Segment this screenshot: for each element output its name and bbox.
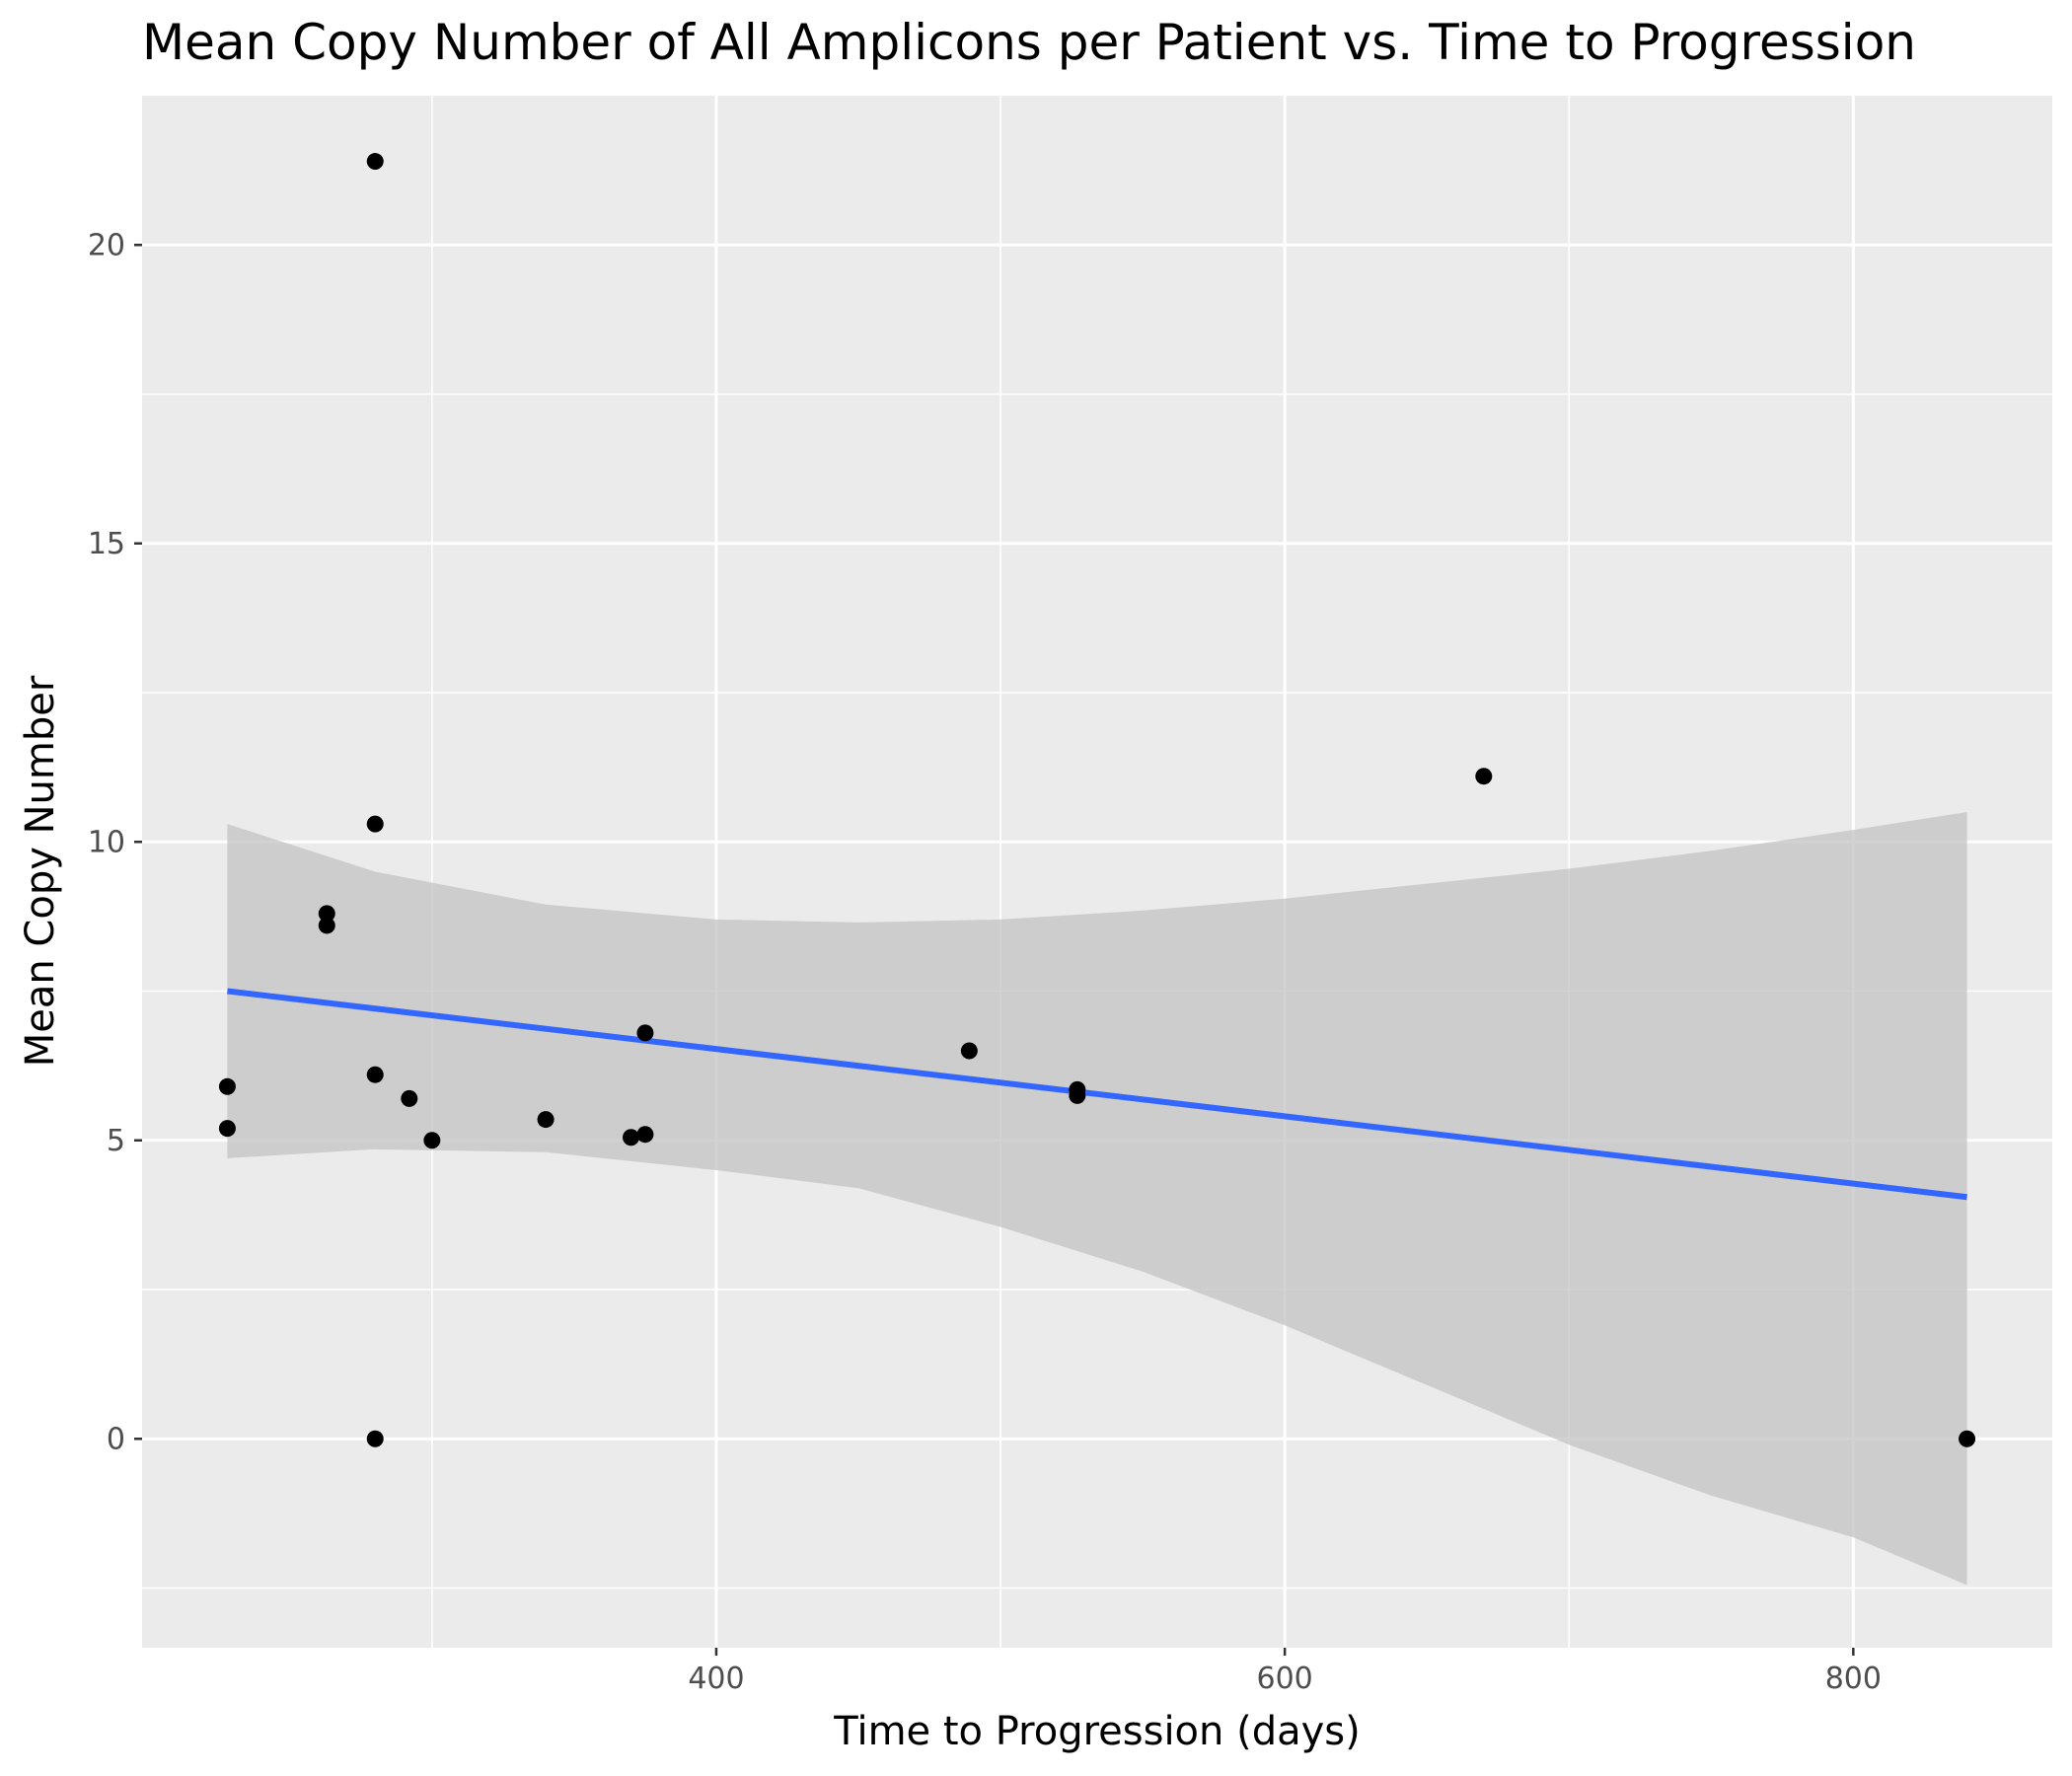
data-point — [960, 1042, 978, 1060]
data-points — [218, 153, 1976, 1447]
data-point — [1069, 1086, 1086, 1104]
y-tick-label: 15 — [88, 527, 125, 561]
regression-line — [227, 988, 1967, 1201]
confidence-band-layer — [227, 812, 1967, 1586]
data-point — [423, 1132, 441, 1149]
y-axis: 0 5 10 15 20 — [88, 228, 142, 1456]
data-point — [1959, 1430, 1976, 1447]
confidence-band — [227, 812, 1967, 1586]
y-tick-label: 0 — [107, 1422, 125, 1456]
x-axis: 400 600 800 — [688, 1648, 1882, 1696]
fit-line-layer — [227, 988, 1967, 1201]
data-point — [366, 815, 384, 833]
data-point — [537, 1111, 555, 1129]
data-point — [366, 153, 384, 171]
data-point — [218, 1077, 236, 1095]
data-point — [636, 1024, 654, 1042]
data-point — [636, 1126, 654, 1144]
chart-title: Mean Copy Number of All Amplicons per Pa… — [142, 14, 1916, 71]
x-tick-label: 800 — [1825, 1662, 1882, 1696]
data-point — [318, 917, 335, 934]
data-point — [366, 1066, 384, 1083]
x-tick-label: 400 — [688, 1662, 744, 1696]
y-tick-label: 20 — [88, 228, 125, 262]
data-point — [1475, 768, 1493, 785]
data-point — [218, 1120, 236, 1138]
y-axis-title: Mean Copy Number — [18, 675, 63, 1067]
x-tick-label: 600 — [1257, 1662, 1313, 1696]
data-point — [318, 905, 335, 923]
data-point — [366, 1430, 384, 1447]
y-tick-label: 5 — [107, 1124, 125, 1158]
y-tick-label: 10 — [88, 825, 125, 859]
data-point — [623, 1129, 640, 1147]
data-point — [401, 1089, 418, 1107]
x-axis-title: Time to Progression (days) — [833, 1709, 1360, 1754]
